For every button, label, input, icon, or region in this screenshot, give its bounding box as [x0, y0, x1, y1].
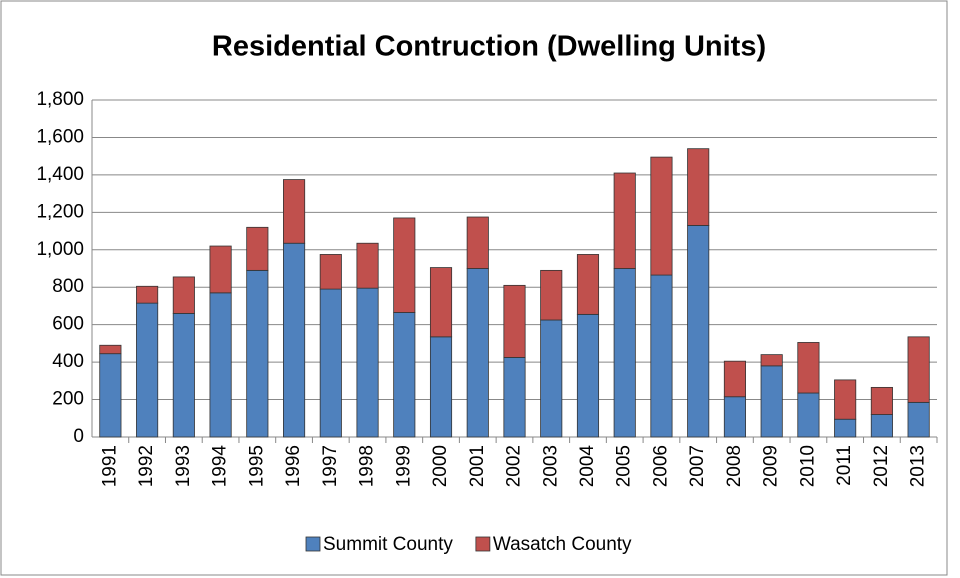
bar-segment [650, 274, 673, 438]
bar-segment [723, 396, 746, 438]
bar-segment [99, 353, 122, 438]
bar-segment [907, 336, 930, 403]
bar-segment [760, 365, 783, 438]
bar-segment [540, 319, 563, 438]
y-tick-label: 400 [52, 351, 84, 372]
bar-segment [136, 302, 159, 438]
y-tick-label: 1,200 [36, 201, 84, 222]
bar-segment [466, 216, 489, 269]
y-tick-label: 600 [52, 314, 84, 335]
bar-segment [283, 242, 306, 438]
x-tick-label: 1992 [136, 445, 157, 487]
y-tick-label: 1,400 [36, 164, 84, 185]
y-tick-label: 1,000 [36, 239, 84, 260]
bar-segment [356, 242, 379, 289]
x-tick-label: 2002 [504, 445, 525, 487]
bar-segment [319, 288, 342, 438]
bar-segment [246, 269, 269, 438]
x-tick-label: 2003 [540, 445, 561, 487]
x-tick-label: 1991 [99, 445, 120, 487]
x-tick-label: 1994 [210, 445, 231, 488]
y-tick-label: 800 [52, 276, 84, 297]
legend-swatch [305, 536, 321, 552]
bar-segment [613, 172, 636, 269]
x-tick-label: 1993 [173, 445, 194, 487]
x-tick-label: 2008 [724, 445, 745, 487]
bar-segment [576, 254, 600, 315]
y-tick-label: 1,800 [36, 89, 84, 110]
bar-segment [834, 418, 857, 438]
legend-label: Summit County [323, 534, 453, 555]
x-tick-label: 1999 [393, 445, 414, 487]
bar-segment [687, 148, 710, 226]
bar-segment [136, 285, 159, 304]
x-tick-label: 2001 [467, 445, 488, 487]
bar-segment [319, 254, 342, 290]
bar-segment [576, 313, 600, 438]
bar-segment [503, 357, 526, 438]
x-tick-label: 2011 [834, 445, 855, 486]
x-tick-label: 2000 [430, 445, 451, 487]
x-tick-label: 2004 [577, 445, 598, 488]
bar-segment [172, 276, 195, 314]
bar-segment [870, 386, 893, 415]
bar-segment [687, 225, 710, 438]
x-tick-label: 2012 [871, 445, 892, 487]
x-tick-label: 2006 [650, 445, 671, 487]
bar-segment [466, 268, 489, 438]
x-tick-label: 1998 [357, 445, 378, 487]
bar-segment [429, 336, 453, 438]
bar-segment [760, 354, 783, 367]
bar-segment [540, 269, 563, 321]
bar-segment [393, 312, 416, 438]
x-tick-label: 2009 [761, 445, 782, 487]
x-tick-label: 1995 [246, 445, 267, 487]
bar-segment [650, 156, 673, 276]
y-tick-label: 1,600 [36, 126, 84, 147]
x-tick-label: 2005 [614, 445, 635, 487]
bar-segment [907, 401, 930, 438]
bar-segment [283, 179, 306, 244]
bar-segment [246, 226, 269, 271]
legend-swatch [475, 536, 491, 552]
bar-segment [209, 245, 232, 294]
bar-segment [870, 414, 893, 438]
x-tick-label: 1996 [283, 445, 304, 487]
bar-segment [172, 313, 195, 438]
bar-segment [99, 344, 122, 355]
x-tick-label: 2013 [908, 445, 929, 487]
y-tick-label: 200 [52, 389, 84, 410]
x-tick-label: 2007 [687, 445, 708, 487]
bar-segment [613, 268, 636, 438]
bar-segment [723, 360, 746, 398]
chart-title: Residential Contruction (Dwelling Units) [212, 31, 766, 63]
y-tick-label: 0 [73, 426, 84, 447]
bar-segment [393, 217, 416, 313]
legend-label: Wasatch County [493, 534, 632, 555]
bar-segment [209, 292, 232, 438]
bar-segment [834, 379, 857, 420]
bar-segment [356, 287, 379, 438]
bar-segment [429, 267, 453, 338]
bar-segment [797, 392, 820, 438]
bar-segment [503, 284, 526, 358]
x-tick-label: 2010 [797, 445, 818, 487]
x-tick-label: 1997 [320, 445, 341, 487]
bar-segment [797, 342, 820, 394]
